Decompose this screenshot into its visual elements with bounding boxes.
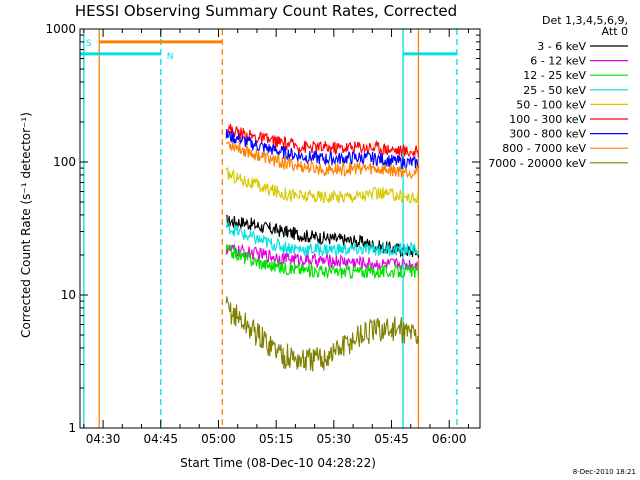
legend-label: 50 - 100 keV (516, 98, 586, 111)
chart-title: HESSI Observing Summary Count Rates, Cor… (75, 2, 457, 20)
series-line (225, 129, 419, 171)
x-tick-label: 05:15 (259, 432, 294, 446)
legend-label: 3 - 6 keV (537, 40, 586, 53)
series-layer (225, 124, 420, 372)
legend-header: Det 1,3,4,5,6,9, (542, 14, 628, 27)
footer-timestamp: 8-Dec-2010 18:21 (573, 468, 636, 476)
y-axis-label: Corrected Count Rate (s⁻¹ detector⁻¹) (19, 112, 33, 338)
legend-label: 25 - 50 keV (523, 84, 586, 97)
y-axis: 1 10 100 1000 (45, 22, 480, 435)
series-line (225, 141, 420, 180)
state-label: S (86, 39, 92, 49)
x-tick-label: 06:00 (432, 432, 467, 446)
legend: Det 1,3,4,5,6,9,Att 0 3 - 6 keV 6 - 12 keV… (488, 14, 628, 170)
series-line (225, 167, 420, 205)
x-tick-label: 04:45 (143, 432, 178, 446)
y-tick-label: 100 (53, 155, 76, 169)
series-line (225, 244, 420, 280)
x-tick-label: 05:00 (201, 432, 236, 446)
legend-label: 6 - 12 keV (530, 55, 586, 68)
series-line (225, 124, 420, 158)
state-label: N (167, 52, 174, 62)
legend-label: 7000 - 20000 keV (488, 157, 586, 170)
x-tick-label: 05:45 (374, 432, 409, 446)
y-tick-label: 1000 (45, 22, 76, 36)
y-tick-label: 10 (61, 288, 76, 302)
series-line (225, 220, 420, 258)
series-line (225, 296, 420, 372)
x-tick-label: 05:30 (317, 432, 352, 446)
state-bars: SN (80, 39, 457, 62)
y-tick-label: 1 (68, 421, 76, 435)
time-markers (83, 29, 458, 428)
legend-label: 800 - 7000 keV (502, 142, 586, 155)
series-line (225, 214, 420, 258)
legend-header: Att 0 (602, 25, 628, 38)
plot-frame (79, 28, 481, 429)
legend-label: 300 - 800 keV (509, 128, 586, 141)
x-axis-label: Start Time (08-Dec-10 04:28:22) (180, 456, 376, 470)
legend-label: 100 - 300 keV (509, 113, 586, 126)
x-tick-label: 04:30 (86, 432, 121, 446)
legend-label: 12 - 25 keV (523, 69, 586, 82)
x-axis: 04:30 04:45 05:00 05:15 05:30 05:45 06:00 (83, 29, 469, 446)
